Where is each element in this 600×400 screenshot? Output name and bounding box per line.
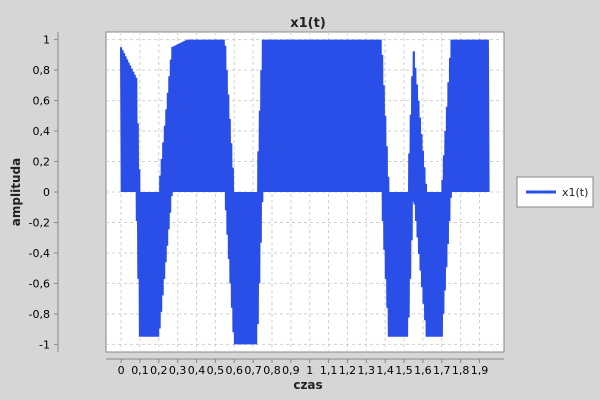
x-tick-label: 1,7 [433,364,451,377]
x-tick-label: 1,2 [339,364,357,377]
legend: x1(t) [516,176,594,208]
y-axis-label: amplituda [9,158,23,226]
x-tick-label: 0,2 [150,364,168,377]
x-axis-ticks: 0 0,1 0,2 0,3 0,4 0,5 0,6 0,7 0,8 0,9 1 1,1 1,2 1,3 1,… [118,359,489,377]
x-tick-label: 0,8 [263,364,281,377]
y-tick-label: -0,2 [29,216,50,229]
x-tick-label: 0,3 [169,364,187,377]
y-tick-label: -0,4 [29,247,50,260]
y-tick-label: 0 [43,186,50,199]
legend-label-x1: x1(t) [562,186,588,199]
x-tick-label: 0,9 [282,364,300,377]
x-axis-label: czas [293,378,322,392]
x-tick-label: 0,6 [226,364,244,377]
x-tick-label: 1,5 [395,364,413,377]
x-tick-label: 1,3 [358,364,376,377]
y-tick-label: 1 [43,34,50,47]
y-tick-label: 0,8 [33,64,51,77]
x-tick-label: 0 [118,364,125,377]
x-tick-label: 1 [306,364,313,377]
x-tick-label: 1,1 [320,364,338,377]
series-line [120,39,490,345]
x-tick-label: 1,4 [376,364,394,377]
y-tick-label: -0,6 [29,277,50,290]
y-tick-label: 0,4 [33,125,51,138]
x-tick-label: 0,5 [207,364,225,377]
x-tick-label: 0,1 [131,364,149,377]
y-tick-label: 0,6 [33,95,51,108]
y-tick-label: 0,2 [33,156,51,169]
y-tick-label: -0,8 [29,308,50,321]
x-tick-label: 0,7 [244,364,262,377]
x-tick-label: 1,9 [471,364,489,377]
y-tick-label: -1 [39,338,50,351]
x-tick-label: 1,8 [452,364,470,377]
series-x1 [120,39,490,345]
x-tick-label: 1,6 [414,364,432,377]
x-tick-label: 0,4 [188,364,206,377]
y-axis-ticks: 1 0,8 0,6 0,4 0,2 0 -0,2 -0,4 -0,6 -0,8 -1 [29,34,58,351]
chart-title: x1(t) [290,16,326,31]
